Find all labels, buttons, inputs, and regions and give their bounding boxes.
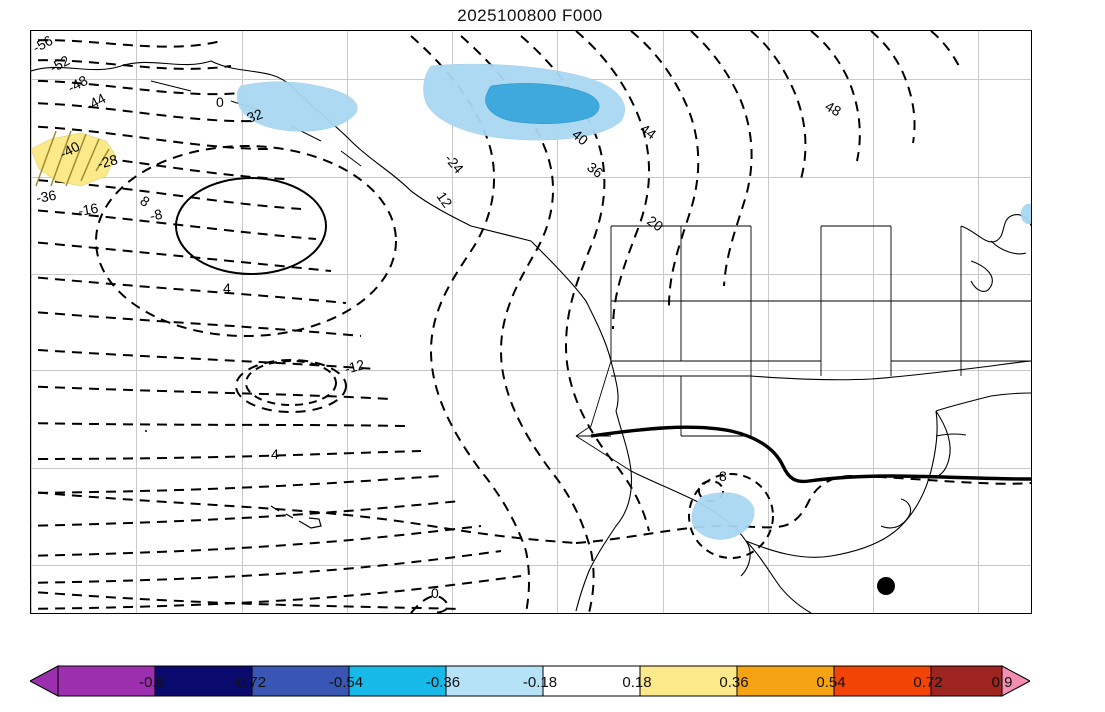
svg-text:-48: -48 [65, 72, 91, 96]
anomaly-patch-blue-tiny-edge [1021, 204, 1031, 224]
svg-text:48: 48 [823, 98, 845, 120]
svg-text:-56: -56 [31, 32, 55, 56]
svg-text:-44: -44 [83, 90, 109, 114]
colorbar-arrow-left [30, 666, 58, 696]
map-panel: 60°N 50°N 40°N 30°N 20°N 10°N [30, 30, 1032, 614]
svg-text:-12: -12 [343, 356, 367, 377]
colorbar-tick--0.90: -0.9 [139, 674, 165, 691]
colorbar-tick--0.18: -0.18 [523, 674, 557, 691]
svg-text:8: 8 [719, 468, 727, 484]
chart-title: 2025100800 F000 [0, 6, 1060, 26]
svg-text:0: 0 [431, 585, 439, 601]
colorbar-tick--0.72: -0.72 [232, 674, 266, 691]
colorbar-tick-0.18: 0.18 [622, 674, 651, 691]
colorbar-panel: -0.9 -0.72 -0.54 -0.36 -0.18 0.18 0.36 0… [30, 636, 1030, 712]
colorbar-tick-0.54: 0.54 [816, 674, 845, 691]
svg-text:4: 4 [271, 446, 279, 462]
colorbar-tick-0.90: 0.9 [992, 674, 1013, 691]
svg-text:0: 0 [216, 94, 224, 110]
svg-text:4: 4 [223, 280, 231, 296]
colorbar-tick-0.72: 0.72 [913, 674, 942, 691]
svg-text:-52: -52 [47, 52, 73, 76]
svg-text:-8: -8 [148, 206, 164, 224]
colorbar-tick-0.36: 0.36 [719, 674, 748, 691]
contour-and-coastline-overlay: -56 -52 -48 -44 -40 -36 -28 -16 -8 32 40… [31, 31, 1031, 613]
svg-text:-36: -36 [35, 187, 58, 206]
svg-text:20: 20 [644, 212, 666, 234]
svg-text:44: 44 [637, 120, 659, 142]
colorbar-tick--0.36: -0.36 [426, 674, 460, 691]
svg-text:-24: -24 [442, 151, 467, 177]
colorbar-tick--0.54: -0.54 [329, 674, 363, 691]
svg-text:12: 12 [434, 189, 456, 211]
anomaly-patch-blue-mexico [692, 493, 754, 540]
location-marker-dot[interactable] [877, 577, 895, 595]
